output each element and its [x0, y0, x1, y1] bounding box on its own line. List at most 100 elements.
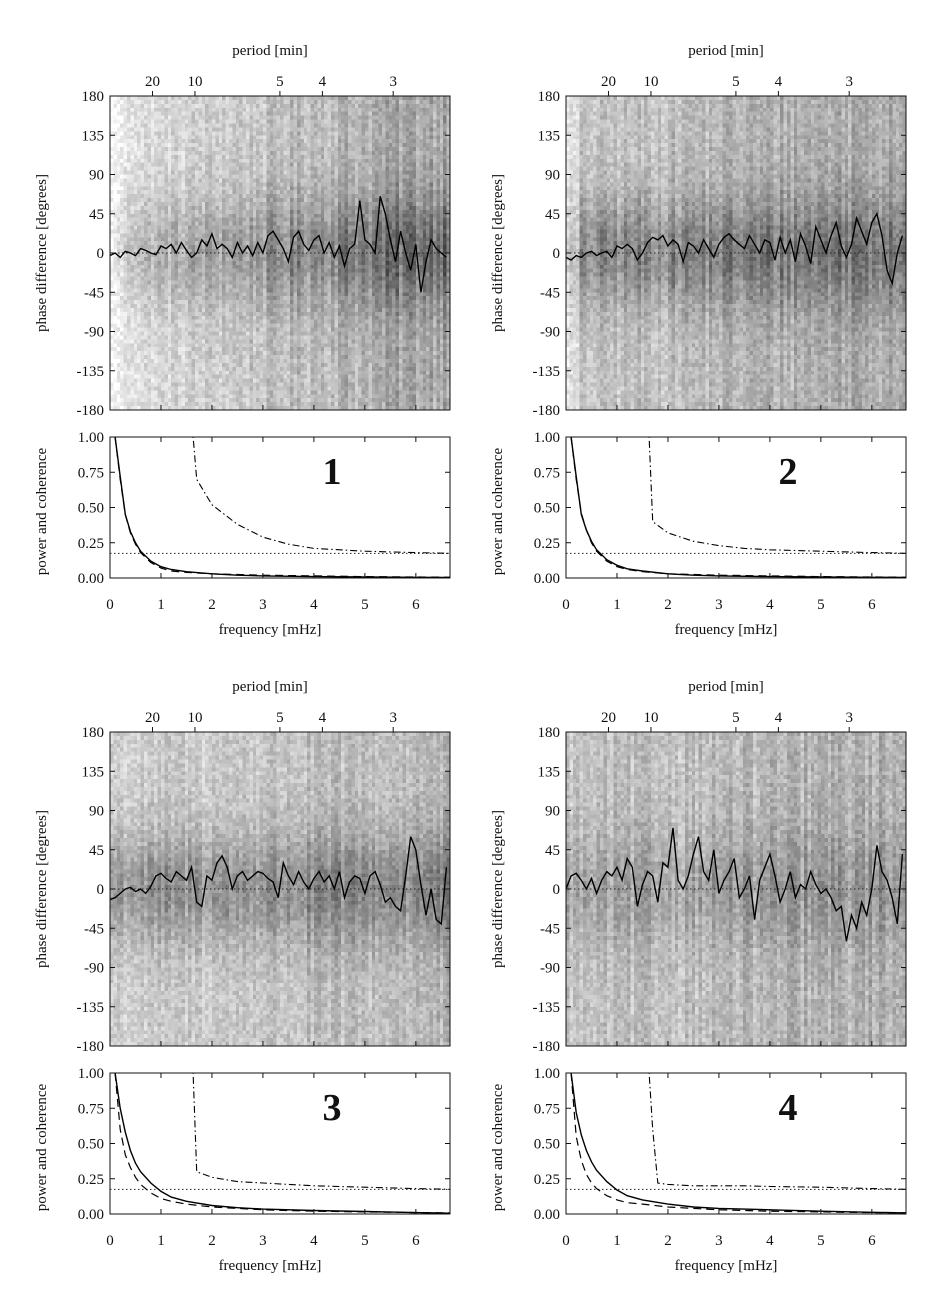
top-axis-label: period [min] [688, 679, 763, 695]
phase-ytick-label: -45 [540, 921, 560, 937]
xtick-label: 6 [412, 1233, 420, 1249]
xtick-label: 1 [613, 597, 621, 613]
top-tick-label: 4 [775, 74, 783, 90]
phase-ytick-label: -135 [533, 364, 561, 380]
phase-ytick-label: 180 [82, 89, 105, 105]
phase-ylabel: phase difference [degrees] [34, 174, 50, 332]
power-ytick-label: 0.75 [534, 1101, 560, 1117]
power-dashed-line [570, 1073, 906, 1214]
top-axis-label: period [min] [232, 679, 307, 695]
xlabel: frequency [mHz] [675, 1258, 778, 1274]
power-ytick-label: 0.00 [534, 571, 560, 587]
xtick-label: 4 [310, 597, 318, 613]
phase-ytick-label: -135 [77, 364, 105, 380]
power-ylabel: power and coherence [34, 447, 50, 575]
top-tick-label: 5 [732, 74, 740, 90]
xtick-label: 5 [817, 597, 825, 613]
top-tick-label: 3 [845, 710, 853, 726]
power-ytick-label: 1.00 [78, 1066, 104, 1082]
phase-ytick-label: -180 [533, 1039, 561, 1055]
power-ytick-label: 0.50 [534, 501, 560, 517]
power-ytick-label: 0.50 [78, 501, 104, 517]
xtick-label: 5 [817, 1233, 825, 1249]
panel-number: 3 [323, 1087, 342, 1129]
xtick-label: 3 [715, 1233, 723, 1249]
phase-ytick-label: -90 [540, 325, 560, 341]
phase-ytick-label: -180 [77, 1039, 105, 1055]
power-ytick-label: 0.25 [534, 536, 560, 552]
phase-ytick-label: 90 [89, 804, 104, 820]
phase-ytick-label: 135 [82, 764, 105, 780]
phase-ytick-label: 45 [89, 843, 104, 859]
xtick-label: 1 [157, 1233, 165, 1249]
xtick-label: 3 [715, 597, 723, 613]
power-dashed-line [114, 1073, 450, 1214]
top-tick-label: 4 [319, 710, 327, 726]
top-tick-label: 10 [187, 74, 202, 90]
phase-ytick-label: 90 [545, 168, 560, 184]
power-ytick-label: 1.00 [534, 1066, 560, 1082]
xtick-label: 2 [208, 1233, 216, 1249]
top-axis-label: period [min] [232, 43, 307, 59]
phase-ytick-label: 0 [553, 246, 561, 262]
power-ytick-label: 0.25 [534, 1172, 560, 1188]
phase-ytick-label: 45 [545, 207, 560, 223]
xtick-label: 5 [361, 1233, 369, 1249]
phase-ytick-label: -90 [540, 961, 560, 977]
power-ytick-label: 1.00 [78, 430, 104, 446]
power-solid-line [114, 1073, 450, 1214]
xtick-label: 5 [361, 597, 369, 613]
power-background [566, 1073, 906, 1214]
phase-ytick-label: 180 [538, 89, 561, 105]
phase-ytick-label: -135 [77, 1000, 105, 1016]
top-tick-label: 20 [601, 74, 616, 90]
xtick-label: 0 [562, 597, 570, 613]
phase-ylabel: phase difference [degrees] [490, 174, 506, 332]
power-background [110, 437, 450, 578]
phase-ytick-label: -45 [540, 285, 560, 301]
xtick-label: 6 [868, 597, 876, 613]
top-tick-label: 5 [732, 710, 740, 726]
top-tick-label: 10 [643, 710, 658, 726]
phase-ytick-label: 0 [97, 246, 105, 262]
xtick-label: 4 [766, 597, 774, 613]
xlabel: frequency [mHz] [219, 1258, 322, 1274]
power-ytick-label: 1.00 [534, 430, 560, 446]
xtick-label: 6 [868, 1233, 876, 1249]
power-ytick-label: 0.25 [78, 1172, 104, 1188]
power-ytick-label: 0.75 [78, 1101, 104, 1117]
phase-ytick-label: 0 [97, 882, 105, 898]
phase-ytick-label: -180 [77, 403, 105, 419]
top-tick-label: 20 [145, 74, 160, 90]
power-ytick-label: 0.00 [78, 571, 104, 587]
xtick-label: 2 [664, 597, 672, 613]
phase-ylabel: phase difference [degrees] [34, 810, 50, 968]
phase-ytick-label: 180 [538, 725, 561, 741]
xtick-label: 6 [412, 597, 420, 613]
xtick-label: 0 [106, 1233, 114, 1249]
phase-mean-line [110, 196, 447, 293]
phase-ytick-label: 45 [89, 207, 104, 223]
top-tick-label: 3 [389, 74, 397, 90]
power-ytick-label: 0.25 [78, 536, 104, 552]
phase-ytick-label: -135 [533, 1000, 561, 1016]
xtick-label: 3 [259, 1233, 267, 1249]
phase-mean-line [566, 827, 904, 942]
xtick-label: 2 [664, 1233, 672, 1249]
phase-ytick-label: 135 [538, 128, 561, 144]
xtick-label: 0 [562, 1233, 570, 1249]
power-ylabel: power and coherence [490, 1083, 506, 1211]
phase-ytick-label: -180 [533, 403, 561, 419]
phase-ytick-label: 90 [89, 168, 104, 184]
phase-ytick-label: 90 [545, 804, 560, 820]
xtick-label: 1 [157, 597, 165, 613]
coherence-line [110, 1073, 450, 1190]
phase-ytick-label: -45 [84, 921, 104, 937]
top-tick-label: 4 [775, 710, 783, 726]
phase-ytick-label: 180 [82, 725, 105, 741]
power-background [566, 437, 906, 578]
xtick-label: 2 [208, 597, 216, 613]
xlabel: frequency [mHz] [675, 622, 778, 638]
